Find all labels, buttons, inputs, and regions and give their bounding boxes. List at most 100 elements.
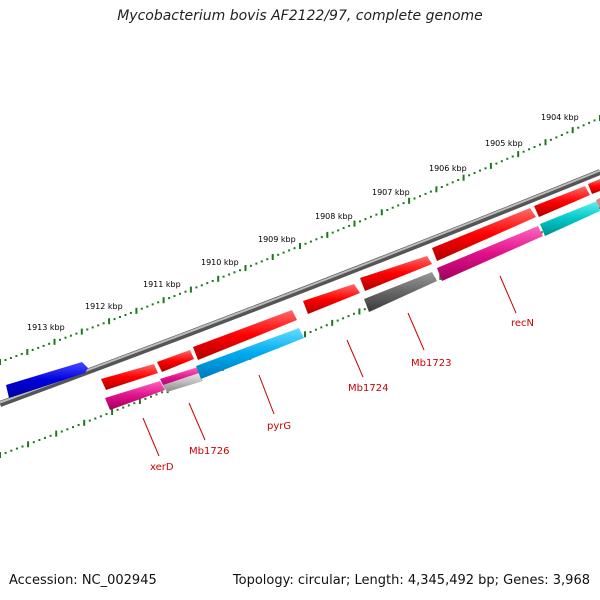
- minor-tick: [222, 275, 225, 278]
- minor-tick: [88, 419, 91, 422]
- minor-tick: [20, 353, 23, 355]
- minor-tick: [155, 393, 158, 396]
- gene-arrow[interactable]: [193, 310, 297, 360]
- gene-arrow[interactable]: [588, 179, 600, 194]
- minor-tick: [309, 240, 312, 243]
- kbp-tick-label: 1909 kbp: [258, 235, 296, 244]
- minor-tick: [21, 445, 24, 448]
- minor-tick: [363, 308, 366, 311]
- minor-tick: [277, 253, 280, 256]
- minor-tick: [359, 220, 361, 223]
- minor-tick: [233, 271, 236, 274]
- minor-tick: [320, 236, 323, 239]
- gene-arrow[interactable]: [534, 186, 590, 217]
- leader-line: [407, 312, 425, 351]
- minor-tick: [200, 284, 203, 287]
- gene-label-pyrG[interactable]: pyrG: [267, 421, 291, 432]
- gene-label-xerD[interactable]: xerD: [150, 462, 174, 473]
- minor-tick: [69, 334, 72, 337]
- minor-tick: [97, 324, 100, 327]
- minor-tick: [309, 331, 312, 333]
- kbp-tick-label: 1905 kbp: [485, 139, 523, 148]
- major-tick: [380, 209, 383, 216]
- minor-tick: [64, 336, 67, 339]
- minor-tick: [375, 213, 378, 216]
- minor-tick: [495, 162, 498, 165]
- minor-tick: [119, 316, 121, 318]
- major-tick: [358, 308, 361, 315]
- reverse-strand-genes: [105, 198, 600, 410]
- major-tick: [353, 220, 356, 227]
- gene-label-recN[interactable]: recN: [511, 318, 534, 329]
- genome-backbone-highlight: [0, 169, 600, 404]
- major-tick: [408, 197, 411, 204]
- minor-tick: [113, 318, 116, 321]
- minor-tick: [566, 131, 569, 134]
- minor-tick: [266, 258, 269, 261]
- gene-arrow[interactable]: [196, 328, 304, 379]
- major-tick: [135, 307, 138, 314]
- minor-tick: [173, 295, 176, 297]
- minor-tick: [77, 424, 80, 426]
- minor-tick: [66, 428, 69, 431]
- gene-arrow[interactable]: [364, 272, 437, 312]
- major-tick: [489, 162, 492, 169]
- major-tick: [271, 254, 274, 260]
- minor-tick: [577, 126, 580, 129]
- minor-tick: [146, 305, 149, 308]
- minor-tick: [15, 447, 18, 450]
- minor-tick: [315, 238, 318, 241]
- kbp-tick-label: 1911 kbp: [143, 280, 181, 289]
- minor-tick: [320, 326, 323, 329]
- minor-tick: [72, 426, 74, 429]
- gene-label-mb1724[interactable]: Mb1724: [348, 383, 388, 394]
- gene-labels: recN Mb1723 Mb1724 pyrG Mb1726 xerD: [150, 318, 534, 473]
- major-tick: [138, 398, 141, 404]
- leader-line: [346, 339, 364, 378]
- minor-tick: [127, 404, 130, 407]
- gene-arrow[interactable]: [596, 198, 600, 209]
- minor-tick: [522, 150, 525, 153]
- minor-tick: [44, 436, 46, 439]
- minor-tick: [157, 301, 160, 304]
- gene-arrow[interactable]: [360, 256, 432, 291]
- minor-tick: [560, 134, 563, 136]
- genome-summary-text: Topology: circular; Length: 4,345,492 bp…: [232, 573, 590, 588]
- gene-arrow[interactable]: [432, 208, 536, 261]
- minor-tick: [593, 119, 596, 122]
- gene-label-leaders: [142, 275, 517, 457]
- gene-arrow[interactable]: [157, 350, 194, 372]
- gene-arrow[interactable]: [540, 201, 600, 236]
- minor-tick: [484, 167, 487, 170]
- minor-tick: [168, 297, 171, 300]
- forward-strand-genes: [6, 179, 600, 398]
- major-tick: [304, 331, 306, 338]
- kbp-tick-labels: 1904 kbp 1905 kbp 1906 kbp 1907 kbp 1908…: [27, 113, 579, 332]
- minor-tick: [206, 282, 209, 285]
- gene-arrow[interactable]: [6, 362, 88, 398]
- major-tick: [217, 275, 220, 282]
- minor-tick: [282, 251, 285, 254]
- gene-arrow[interactable]: [163, 373, 203, 392]
- minor-tick: [588, 121, 591, 124]
- major-tick: [111, 409, 114, 415]
- gene-label-mb1723[interactable]: Mb1723: [411, 358, 451, 369]
- minor-tick: [369, 215, 372, 218]
- gene-arrow[interactable]: [101, 364, 158, 390]
- accession-text: Accession: NC_002945: [9, 573, 157, 588]
- minor-tick: [391, 206, 394, 209]
- leader-line: [258, 374, 275, 415]
- gene-arrow[interactable]: [303, 284, 360, 314]
- minor-tick: [151, 303, 154, 306]
- minor-tick: [105, 413, 108, 416]
- minor-tick: [331, 231, 334, 234]
- minor-tick: [161, 391, 164, 394]
- gene-arrow[interactable]: [437, 226, 543, 281]
- gene-label-mb1726[interactable]: Mb1726: [189, 446, 229, 457]
- gene-arrow[interactable]: [105, 381, 165, 410]
- minor-tick: [260, 260, 263, 263]
- minor-tick: [500, 160, 503, 163]
- minor-tick: [32, 441, 35, 444]
- minor-tick: [336, 319, 339, 322]
